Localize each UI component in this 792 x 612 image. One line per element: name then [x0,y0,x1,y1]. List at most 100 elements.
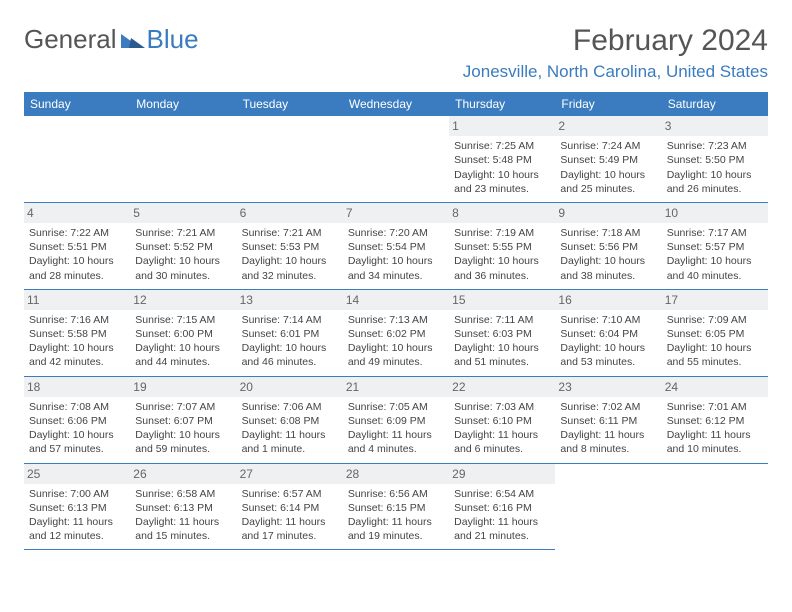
day-info-line: Sunset: 6:00 PM [135,327,231,341]
weekday-header-row: Sunday Monday Tuesday Wednesday Thursday… [24,92,768,116]
day-info-line: Sunset: 5:49 PM [560,153,656,167]
day-info-line: Sunrise: 7:17 AM [667,226,763,240]
day-info-line: Sunset: 5:52 PM [135,240,231,254]
day-info-line: and 1 minute. [242,442,338,456]
day-info-line: Daylight: 10 hours [560,168,656,182]
calendar-body: 1Sunrise: 7:25 AMSunset: 5:48 PMDaylight… [24,116,768,550]
day-info-line: and 53 minutes. [560,355,656,369]
day-info-line: Sunrise: 6:54 AM [454,487,550,501]
month-title: February 2024 [463,24,768,58]
day-info-line: Daylight: 10 hours [29,341,125,355]
day-info-line: Daylight: 11 hours [560,428,656,442]
day-info-line: Daylight: 10 hours [135,254,231,268]
day-info-line: and 8 minutes. [560,442,656,456]
calendar-day-cell: 11Sunrise: 7:16 AMSunset: 5:58 PMDayligh… [24,290,130,377]
day-info-line: and 15 minutes. [135,529,231,543]
day-info-line: Sunset: 6:06 PM [29,414,125,428]
day-info-line: Sunrise: 7:01 AM [667,400,763,414]
calendar-day-cell: 3Sunrise: 7:23 AMSunset: 5:50 PMDaylight… [662,116,768,203]
calendar-day-cell: 19Sunrise: 7:07 AMSunset: 6:07 PMDayligh… [130,377,236,464]
day-info-line: Sunset: 5:53 PM [242,240,338,254]
day-info-line: Sunset: 6:14 PM [242,501,338,515]
day-info-line: Daylight: 11 hours [348,515,444,529]
day-number: 3 [662,116,768,136]
day-number: 5 [130,203,236,223]
day-info-line: Daylight: 10 hours [667,341,763,355]
day-info-line: Daylight: 11 hours [454,428,550,442]
day-info-line: Sunrise: 7:13 AM [348,313,444,327]
day-info-line: Sunrise: 7:03 AM [454,400,550,414]
day-info-line: Daylight: 10 hours [454,341,550,355]
day-info-line: Sunrise: 7:10 AM [560,313,656,327]
day-info-line: Daylight: 11 hours [667,428,763,442]
calendar-blank-cell [237,116,343,203]
calendar-day-cell: 1Sunrise: 7:25 AMSunset: 5:48 PMDaylight… [449,116,555,203]
day-info-line: Sunset: 5:48 PM [454,153,550,167]
calendar-day-cell: 7Sunrise: 7:20 AMSunset: 5:54 PMDaylight… [343,203,449,290]
day-number: 6 [237,203,343,223]
calendar-day-cell: 15Sunrise: 7:11 AMSunset: 6:03 PMDayligh… [449,290,555,377]
day-info-line: and 4 minutes. [348,442,444,456]
day-info-line: and 19 minutes. [348,529,444,543]
calendar-day-cell: 6Sunrise: 7:21 AMSunset: 5:53 PMDaylight… [237,203,343,290]
day-number: 17 [662,290,768,310]
day-info-line: Sunrise: 7:02 AM [560,400,656,414]
day-number: 14 [343,290,449,310]
day-info-line: and 38 minutes. [560,269,656,283]
calendar-day-cell: 5 Sunrise: 7:21 AMSunset: 5:52 PMDaylight… [130,203,236,290]
day-info-line: Sunrise: 7:19 AM [454,226,550,240]
calendar-day-cell: 29Sunrise: 6:54 AMSunset: 6:16 PMDayligh… [449,464,555,551]
day-info-line: Daylight: 10 hours [560,254,656,268]
day-number: 7 [343,203,449,223]
day-info-line: Sunset: 5:54 PM [348,240,444,254]
day-info-line: Daylight: 10 hours [29,428,125,442]
weekday-header: Friday [555,92,661,116]
day-info-line: Daylight: 10 hours [667,168,763,182]
day-info-line: Daylight: 10 hours [454,168,550,182]
day-info-line: Sunset: 5:55 PM [454,240,550,254]
day-info-line: Daylight: 10 hours [135,428,231,442]
weekday-header: Saturday [662,92,768,116]
day-number: 12 [130,290,236,310]
calendar-blank-cell [130,116,236,203]
day-info-line: Sunrise: 7:21 AM [135,226,231,240]
day-number: 22 [449,377,555,397]
day-info-line: and 36 minutes. [454,269,550,283]
calendar-day-cell: 24Sunrise: 7:01 AMSunset: 6:12 PMDayligh… [662,377,768,464]
day-info-line: Sunset: 6:11 PM [560,414,656,428]
calendar-day-cell: 14Sunrise: 7:13 AMSunset: 6:02 PMDayligh… [343,290,449,377]
weekday-header: Sunday [24,92,130,116]
day-info-line: Sunset: 6:13 PM [135,501,231,515]
weekday-header: Thursday [449,92,555,116]
calendar-day-cell: 23Sunrise: 7:02 AMSunset: 6:11 PMDayligh… [555,377,661,464]
day-info-line: Daylight: 11 hours [242,428,338,442]
calendar-day-cell: 13Sunrise: 7:14 AMSunset: 6:01 PMDayligh… [237,290,343,377]
day-info-line: Sunrise: 6:58 AM [135,487,231,501]
day-info-line: Sunset: 6:03 PM [454,327,550,341]
day-info-line: and 28 minutes. [29,269,125,283]
day-info-line: and 40 minutes. [667,269,763,283]
day-number: 29 [449,464,555,484]
day-number: 26 [130,464,236,484]
day-info-line: Daylight: 11 hours [454,515,550,529]
day-info-line: Sunset: 6:02 PM [348,327,444,341]
day-number: 8 [449,203,555,223]
day-number: 24 [662,377,768,397]
brand-logo: General Blue [24,24,199,55]
weekday-header: Wednesday [343,92,449,116]
calendar-blank-cell [24,116,130,203]
day-info-line: Sunrise: 7:20 AM [348,226,444,240]
day-info-line: and 55 minutes. [667,355,763,369]
day-number: 21 [343,377,449,397]
day-info-line: and 42 minutes. [29,355,125,369]
day-info-line: and 32 minutes. [242,269,338,283]
day-info-line: Sunrise: 7:14 AM [242,313,338,327]
calendar-day-cell: 17Sunrise: 7:09 AMSunset: 6:05 PMDayligh… [662,290,768,377]
calendar-day-cell: 28Sunrise: 6:56 AMSunset: 6:15 PMDayligh… [343,464,449,551]
day-info-line: Sunrise: 7:00 AM [29,487,125,501]
calendar-grid: Sunday Monday Tuesday Wednesday Thursday… [24,92,768,550]
day-info-line: Sunset: 5:57 PM [667,240,763,254]
day-info-line: Daylight: 11 hours [135,515,231,529]
day-info-line: Sunrise: 7:11 AM [454,313,550,327]
calendar-day-cell: 16Sunrise: 7:10 AMSunset: 6:04 PMDayligh… [555,290,661,377]
